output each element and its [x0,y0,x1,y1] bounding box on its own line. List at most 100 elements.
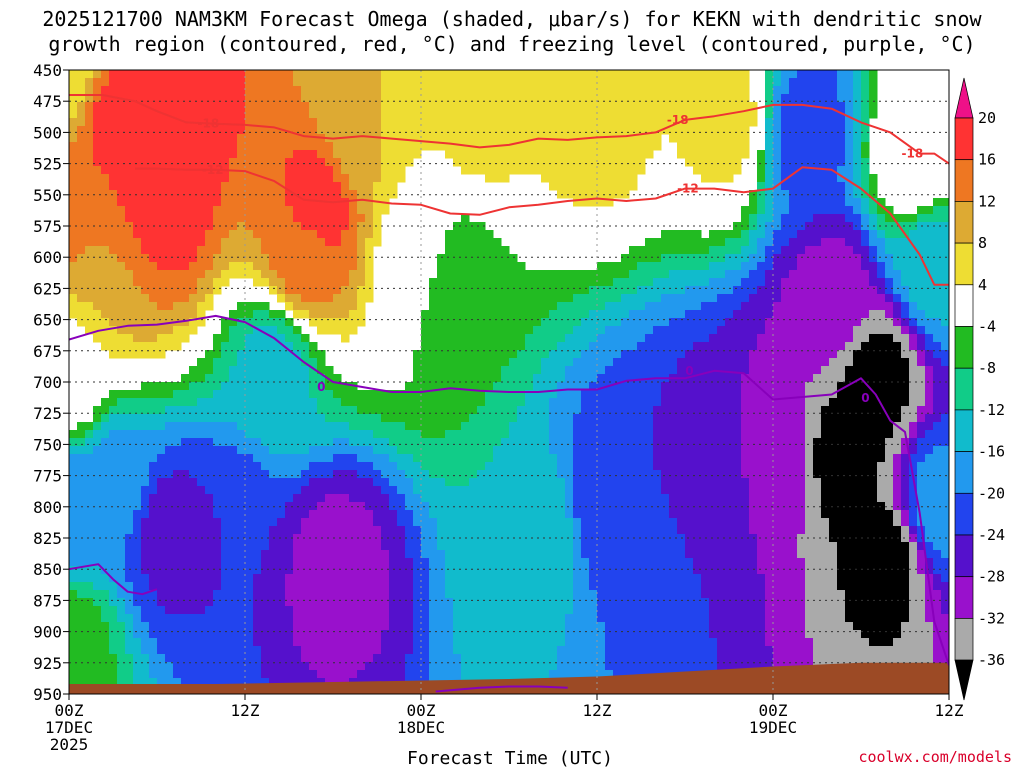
omega-cell [845,166,854,175]
omega-cell [141,86,150,95]
omega-cell [85,422,94,431]
omega-cell [197,78,206,87]
omega-cell [333,310,342,319]
omega-cell [421,70,430,79]
omega-cell [701,86,710,95]
omega-cell [709,174,718,183]
omega-cell [557,294,566,303]
omega-cell [909,446,918,455]
omega-cell [789,302,798,311]
omega-cell [405,454,414,463]
omega-cell [109,310,118,319]
omega-cell [365,262,374,271]
omega-cell [525,446,534,455]
omega-cell [125,142,134,151]
omega-cell [645,422,654,431]
omega-cell [661,110,670,119]
omega-cell [165,246,174,255]
omega-cell [509,350,518,359]
omega-cell [621,150,630,159]
omega-cell [661,270,670,279]
omega-cell [717,270,726,279]
omega-cell [925,454,934,463]
omega-cell [269,422,278,431]
omega-cell [677,270,686,279]
omega-cell [885,286,894,295]
omega-cell [421,390,430,399]
omega-cell [613,118,622,127]
omega-cell [741,214,750,223]
omega-cell [589,438,598,447]
omega-cell [813,182,822,191]
omega-cell [781,254,790,263]
omega-cell [285,222,294,231]
omega-cell [605,70,614,79]
omega-cell [293,142,302,151]
omega-cell [485,166,494,175]
omega-cell [213,78,222,87]
omega-cell [837,470,846,479]
omega-cell [573,366,582,375]
omega-cell [533,86,542,95]
omega-cell [293,238,302,247]
omega-cell [613,342,622,351]
omega-cell [269,326,278,335]
omega-cell [565,358,574,367]
omega-cell [629,342,638,351]
omega-cell [69,206,78,215]
omega-cell [77,142,86,151]
omega-cell [629,262,638,271]
omega-cell [277,246,286,255]
omega-cell [157,334,166,343]
omega-cell [805,126,814,135]
omega-cell [317,206,326,215]
omega-cell [453,486,462,495]
omega-cell [557,366,566,375]
omega-cell [645,406,654,415]
omega-cell [821,398,830,407]
omega-cell [381,438,390,447]
omega-cell [229,478,238,487]
omega-cell [653,326,662,335]
omega-cell [381,406,390,415]
omega-cell [333,94,342,103]
omega-cell [101,70,110,79]
omega-cell [901,414,910,423]
omega-cell [805,366,814,375]
omega-cell [701,70,710,79]
omega-cell [813,190,822,199]
omega-cell [893,246,902,255]
omega-cell [725,430,734,439]
omega-cell [701,350,710,359]
omega-cell [301,182,310,191]
omega-cell [237,222,246,231]
omega-cell [829,406,838,415]
omega-cell [637,390,646,399]
omega-cell [125,462,134,471]
omega-cell [349,150,358,159]
omega-cell [493,262,502,271]
omega-cell [717,278,726,287]
omega-cell [565,382,574,391]
omega-cell [757,278,766,287]
omega-cell [813,318,822,327]
omega-cell [389,158,398,167]
omega-cell [221,350,230,359]
omega-cell [789,126,798,135]
omega-cell [749,342,758,351]
omega-cell [461,326,470,335]
omega-cell [85,198,94,207]
omega-cell [285,78,294,87]
omega-cell [357,318,366,327]
omega-cell [517,318,526,327]
omega-cell [325,486,334,495]
omega-cell [509,110,518,119]
omega-cell [301,206,310,215]
omega-cell [853,334,862,343]
omega-cell [845,366,854,375]
omega-cell [909,342,918,351]
omega-cell [781,238,790,247]
omega-cell [437,326,446,335]
omega-cell [845,182,854,191]
omega-cell [309,406,318,415]
